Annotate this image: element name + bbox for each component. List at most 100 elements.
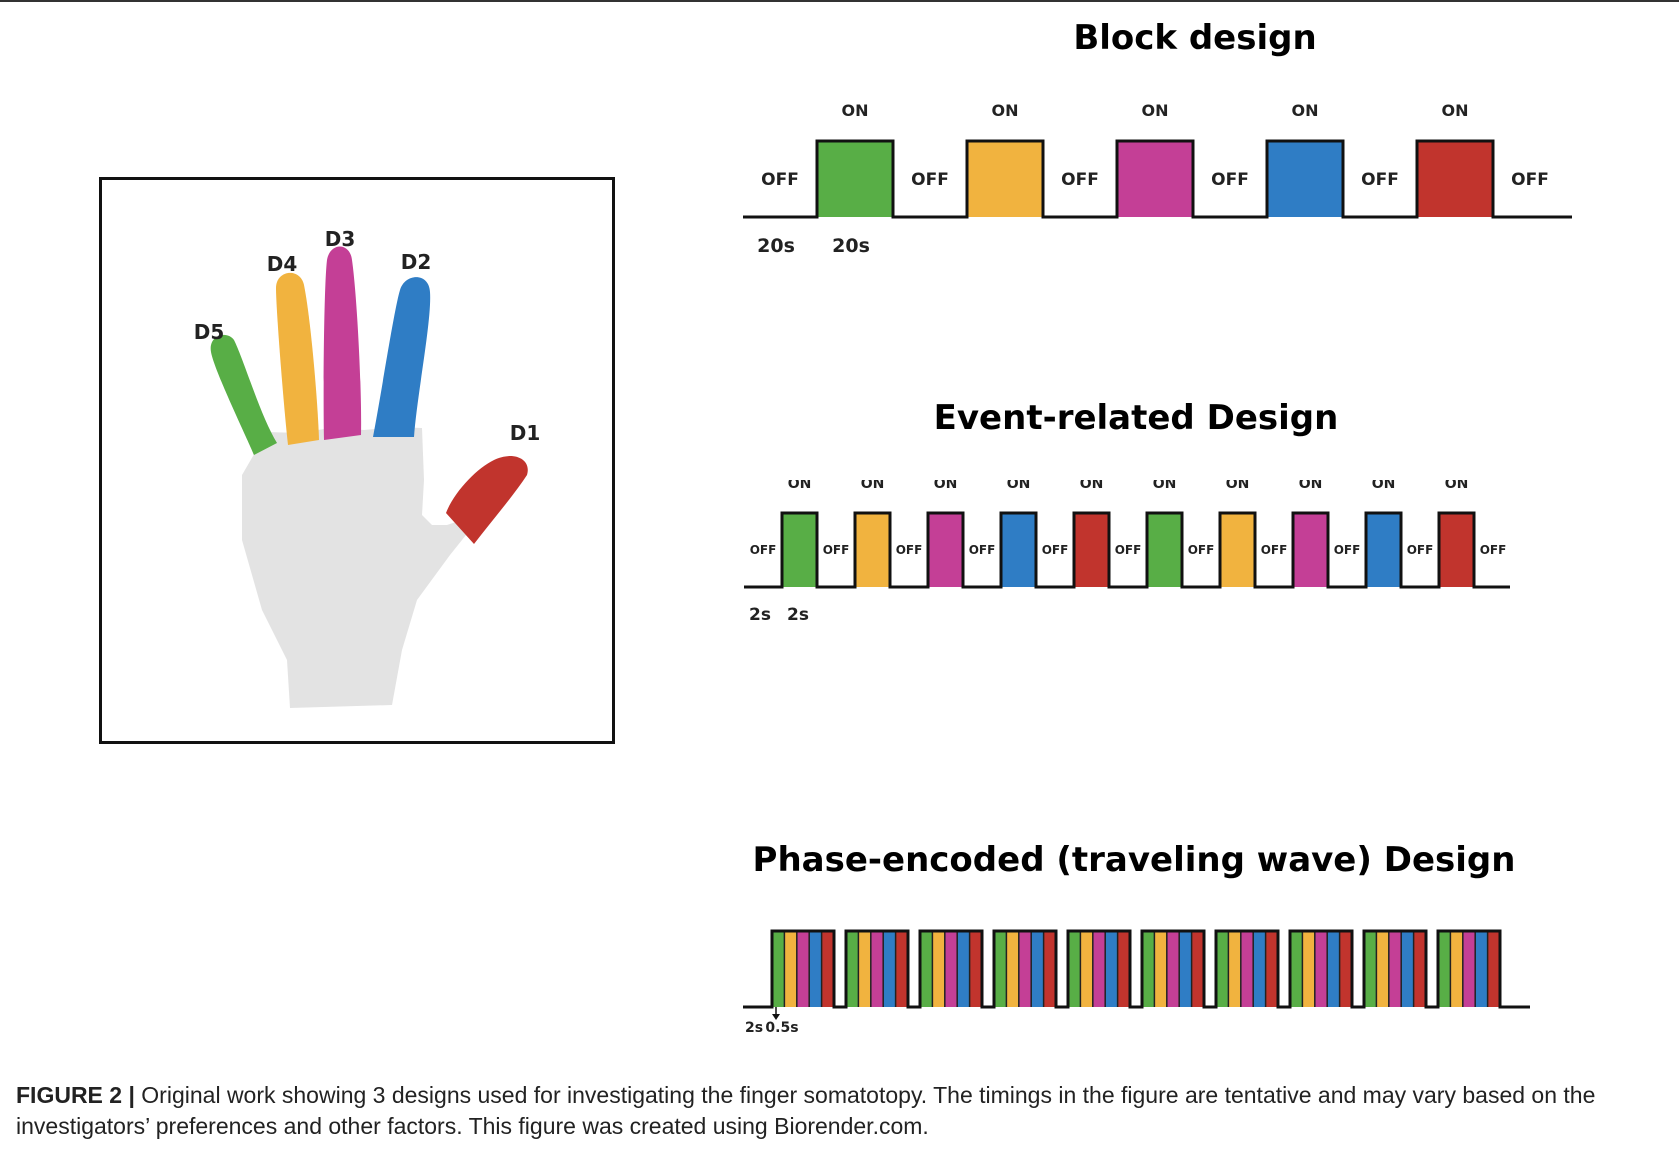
event-off-label: OFF bbox=[1115, 543, 1142, 557]
event-on-label: ON bbox=[1445, 480, 1469, 492]
block-off-label: OFF bbox=[1211, 170, 1249, 190]
phase-stripe bbox=[870, 931, 884, 1007]
finger-d2 bbox=[373, 277, 431, 437]
phase-timing-arrow bbox=[772, 1014, 780, 1020]
phase-stripe bbox=[895, 931, 908, 1007]
phase-stripe bbox=[1142, 931, 1155, 1007]
phase-stripe bbox=[1413, 931, 1426, 1007]
event-on-label: ON bbox=[1299, 480, 1323, 492]
block-on-label: ON bbox=[1292, 101, 1319, 120]
block-design-title: Block design bbox=[1073, 18, 1317, 58]
phase-stripe bbox=[858, 931, 871, 1007]
block-off-label: OFF bbox=[1061, 170, 1099, 190]
event-on-label: ON bbox=[1153, 480, 1177, 492]
block-design-diagram: ON ON ON ON ON OFF OFF OFF OFF OFF OFF 20s 20s bbox=[743, 101, 1572, 257]
block-on-block bbox=[817, 141, 893, 217]
phase-stripe bbox=[1475, 931, 1488, 1007]
event-on-label: ON bbox=[1007, 480, 1031, 492]
event-on-label: ON bbox=[861, 480, 885, 492]
phase-stripe bbox=[1314, 931, 1328, 1007]
phase-stripe bbox=[1068, 931, 1081, 1007]
event-on-label: ON bbox=[1080, 480, 1104, 492]
block-off-label: OFF bbox=[1361, 170, 1399, 190]
phase-stripe bbox=[969, 931, 982, 1007]
figure-caption: FIGURE 2 | Original work showing 3 desig… bbox=[16, 1080, 1656, 1142]
phase-stripe bbox=[784, 931, 797, 1007]
event-on-block bbox=[1293, 513, 1328, 587]
figure-label: FIGURE 2 | bbox=[16, 1082, 135, 1108]
phase-stripe bbox=[1450, 931, 1463, 1007]
phase-stripe bbox=[1462, 931, 1476, 1007]
event-design-title: Event-related Design bbox=[933, 398, 1339, 438]
phase-stripe bbox=[883, 931, 896, 1007]
phase-stripe bbox=[1216, 931, 1229, 1007]
phase-stripe bbox=[1388, 931, 1402, 1007]
event-on-block bbox=[1001, 513, 1036, 587]
phase-stripe bbox=[796, 931, 810, 1007]
phase-stripe bbox=[1240, 931, 1254, 1007]
hand-illustration-panel: D5 D4 D3 D2 D1 bbox=[99, 177, 615, 744]
event-on-label: ON bbox=[934, 480, 958, 492]
finger-label-d1: D1 bbox=[510, 421, 541, 445]
phase-stripe bbox=[1401, 931, 1414, 1007]
phase-stripe bbox=[846, 931, 859, 1007]
event-on-label: ON bbox=[788, 480, 812, 492]
phase-stripe bbox=[944, 931, 958, 1007]
block-on-block bbox=[1267, 141, 1343, 217]
event-on-duration: 2s bbox=[787, 605, 809, 625]
finger-d1 bbox=[446, 456, 528, 544]
event-on-label: ON bbox=[1226, 480, 1250, 492]
phase-stripe bbox=[1179, 931, 1192, 1007]
phase-design-diagram: 2s 0.5s bbox=[743, 929, 1530, 1036]
phase-design-title: Phase-encoded (traveling wave) Design bbox=[752, 840, 1516, 880]
phase-stripe bbox=[1487, 931, 1500, 1007]
event-on-block bbox=[782, 513, 817, 587]
phase-stripe bbox=[1228, 931, 1241, 1007]
phase-stripe bbox=[1364, 931, 1377, 1007]
phase-stripe bbox=[1080, 931, 1093, 1007]
event-on-block bbox=[1220, 513, 1255, 587]
top-rule bbox=[0, 0, 1679, 2]
event-design-diagram: ON ON ON ON ON ON ON ON ON ON OFF OFF OFF OFF OFF OFF OF… bbox=[744, 480, 1510, 625]
phase-stripe bbox=[1018, 931, 1032, 1007]
block-off-label: OFF bbox=[761, 170, 799, 190]
block-on-label: ON bbox=[992, 101, 1019, 120]
phase-stripe bbox=[821, 931, 834, 1007]
finger-d3 bbox=[323, 246, 362, 440]
phase-off-duration: 2s bbox=[745, 1020, 763, 1036]
event-waveform bbox=[744, 511, 1510, 589]
finger-label-d5: D5 bbox=[194, 320, 225, 344]
event-off-label: OFF bbox=[1042, 543, 1069, 557]
hand-illustration: D5 D4 D3 D2 D1 bbox=[194, 227, 541, 708]
phase-stripe bbox=[957, 931, 970, 1007]
event-on-block bbox=[928, 513, 963, 587]
event-on-label: ON bbox=[1372, 480, 1396, 492]
phase-waveform bbox=[743, 929, 1530, 1009]
phase-stripe bbox=[1438, 931, 1451, 1007]
finger-d4 bbox=[276, 272, 319, 445]
phase-stripe bbox=[1191, 931, 1204, 1007]
block-waveform bbox=[743, 139, 1572, 219]
phase-stripe bbox=[1031, 931, 1044, 1007]
phase-stripe bbox=[772, 931, 785, 1007]
phase-stripe bbox=[1006, 931, 1019, 1007]
event-off-label: OFF bbox=[1261, 543, 1288, 557]
block-on-label: ON bbox=[1442, 101, 1469, 120]
phase-stripe bbox=[1339, 931, 1352, 1007]
event-off-label: OFF bbox=[1407, 543, 1434, 557]
event-on-block bbox=[1074, 513, 1109, 587]
block-off-label: OFF bbox=[911, 170, 949, 190]
phase-stripe bbox=[1166, 931, 1180, 1007]
finger-label-d3: D3 bbox=[325, 227, 356, 251]
block-on-label: ON bbox=[842, 101, 869, 120]
phase-stripe bbox=[1302, 931, 1315, 1007]
phase-stripe bbox=[1290, 931, 1303, 1007]
phase-stripe bbox=[1043, 931, 1056, 1007]
event-off-label: OFF bbox=[1188, 543, 1215, 557]
phase-stripe bbox=[1327, 931, 1340, 1007]
phase-stripe bbox=[1253, 931, 1266, 1007]
block-off-label: OFF bbox=[1511, 170, 1549, 190]
event-off-duration: 2s bbox=[749, 605, 771, 625]
phase-stripe bbox=[1376, 931, 1389, 1007]
phase-stripe bbox=[1117, 931, 1130, 1007]
